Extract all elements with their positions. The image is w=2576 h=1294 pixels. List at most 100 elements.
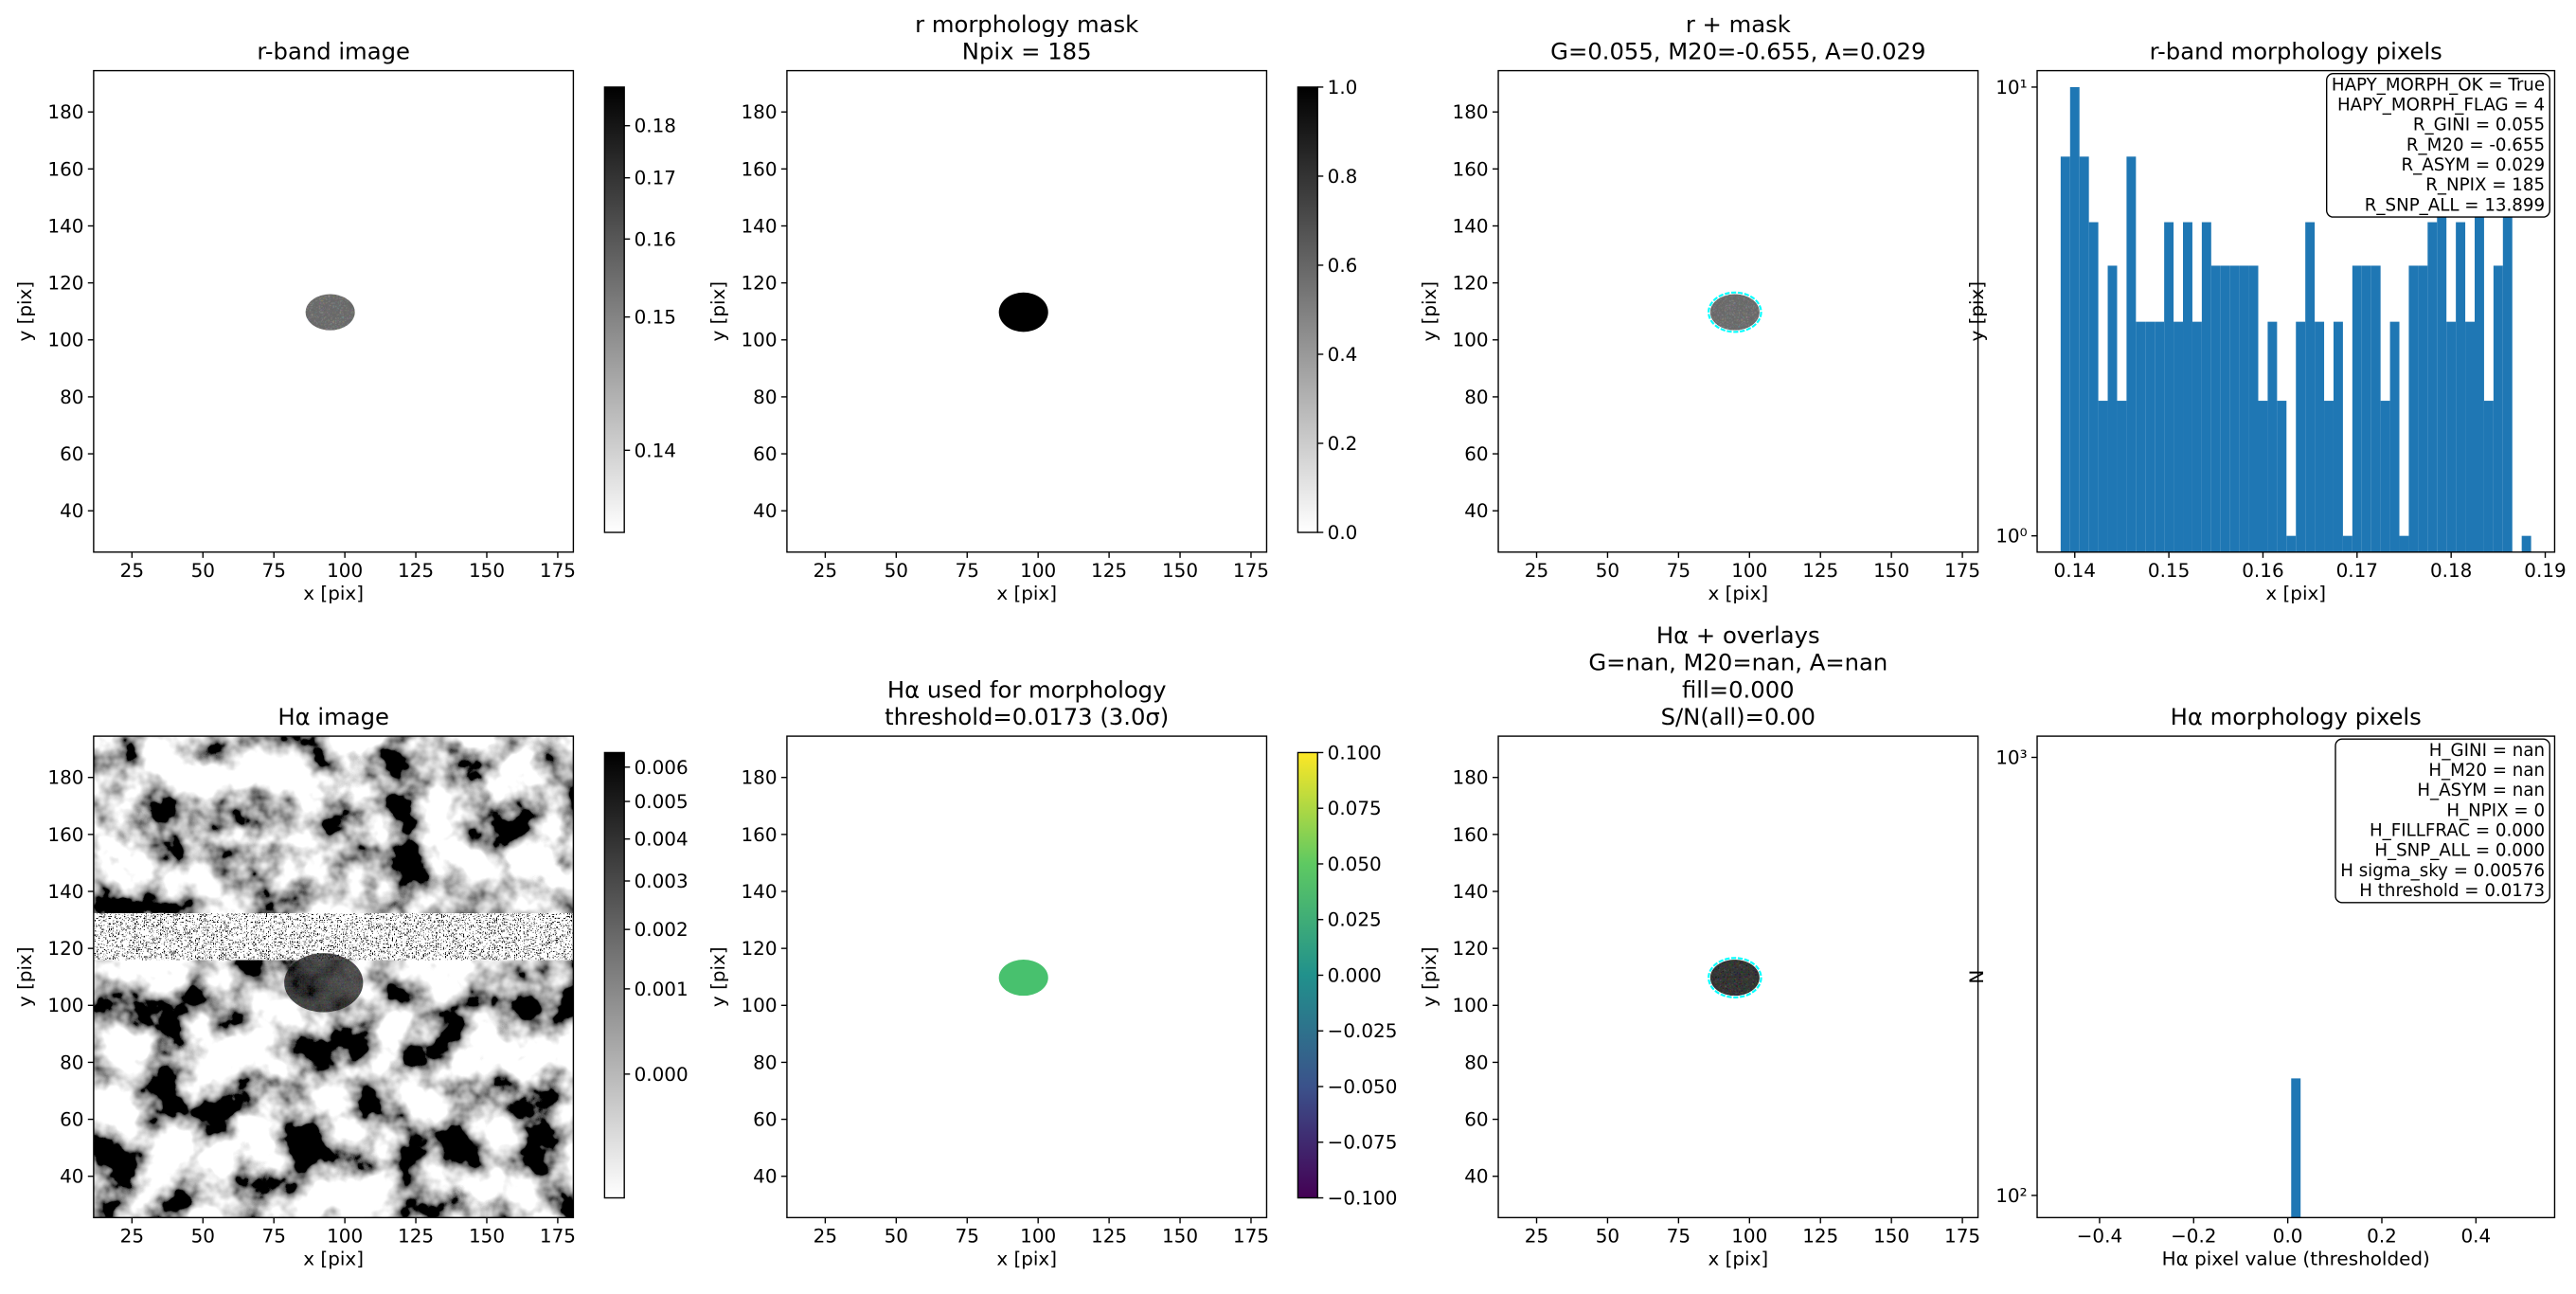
y-tick-label: 80 <box>1464 386 1488 408</box>
colorbar-tick-label: 0.0 <box>1328 521 1358 544</box>
panel: 25 50 75 100 125 150 175 40 60 80 100 120 140 160 180 x… <box>707 675 1397 1269</box>
bar <box>2361 265 2371 552</box>
x-tick-label: 50 <box>885 559 908 582</box>
colorbar-tick-label: 0.2 <box>1328 432 1358 455</box>
annotation-line: R_M20 = -0.655 <box>2406 135 2545 155</box>
title: fill=0.000 <box>1682 675 1795 703</box>
y-tick-label: 120 <box>741 937 777 960</box>
colorbar-tick-label: 0.15 <box>635 306 676 329</box>
bar <box>2399 535 2409 552</box>
title: r morphology mask <box>915 10 1138 38</box>
x-tick-label: 100 <box>1731 1224 1767 1247</box>
bar <box>2174 321 2184 552</box>
x-tick-label: 175 <box>1233 559 1269 582</box>
y-tick-label: 100 <box>47 329 83 351</box>
y-tick-label: 60 <box>60 1108 83 1131</box>
y-tick-label: 100 <box>741 329 777 351</box>
title: r-band morphology pixels <box>2150 37 2442 64</box>
title: Hα morphology pixels <box>2171 703 2422 730</box>
y-tick-label: 60 <box>60 442 83 465</box>
bar <box>2483 401 2494 552</box>
panel: 0.14 0.15 0.16 0.17 0.18 0.19 10⁰ 10¹ x [pix] y [… <box>1965 37 2567 604</box>
y-tick-label: 80 <box>1464 1051 1488 1073</box>
plot-area <box>1708 957 1762 998</box>
bar <box>2286 535 2297 552</box>
x-tick-label: 50 <box>885 1224 908 1247</box>
x-axis-label: x [pix] <box>996 582 1057 604</box>
x-tick-label: 0.0 <box>2273 1224 2303 1247</box>
annotation-box <box>2334 738 2550 904</box>
bar <box>2305 222 2316 552</box>
annotation-line: R_NPIX = 185 <box>2425 175 2545 195</box>
bar <box>2291 1078 2301 1218</box>
y-tick-label: 160 <box>47 157 83 180</box>
y-tick-label: 40 <box>1464 499 1488 522</box>
axes-frame <box>1497 69 1979 553</box>
x-tick-label: 100 <box>1020 1224 1056 1247</box>
x-tick-label: 50 <box>191 1224 215 1247</box>
y-axis-label: y [pix] <box>707 946 729 1007</box>
axes-frame <box>93 69 575 553</box>
x-tick-label: 75 <box>956 559 979 582</box>
x-tick-label: 25 <box>1525 1224 1548 1247</box>
colorbar <box>1297 751 1318 1199</box>
bar <box>2446 321 2457 552</box>
colorbar-tick-label: −0.050 <box>1328 1075 1398 1098</box>
bar <box>2098 401 2108 552</box>
y-tick-label: 180 <box>1453 100 1489 123</box>
y-tick-label: 140 <box>47 880 83 903</box>
colorbar-tick-label: 0.100 <box>1328 741 1382 764</box>
colorbar-tick-label: 0.004 <box>635 828 689 851</box>
title: Npix = 185 <box>962 37 1092 64</box>
x-axis-label: x [pix] <box>996 1248 1057 1270</box>
colorbar-tick-label: 0.18 <box>635 115 676 137</box>
x-tick-label: 125 <box>398 559 434 582</box>
x-tick-label: 125 <box>1802 559 1838 582</box>
x-tick-label: 25 <box>120 1224 144 1247</box>
mask-contour <box>1708 957 1762 998</box>
x-axis-label: x [pix] <box>2265 582 2326 604</box>
x-tick-label: 175 <box>1944 1224 1980 1247</box>
y-tick-label: 140 <box>47 214 83 237</box>
y-tick-label: 160 <box>1453 823 1489 846</box>
x-tick-label: 75 <box>262 559 286 582</box>
y-tick-label: 140 <box>741 880 777 903</box>
colorbar-tick-label: −0.025 <box>1328 1019 1398 1042</box>
x-tick-label: −0.2 <box>2171 1224 2216 1247</box>
colorbar-tick-label: −0.100 <box>1328 1186 1398 1209</box>
x-tick-label: 75 <box>262 1224 286 1247</box>
axes-frame <box>93 735 575 1219</box>
bar <box>2502 187 2513 552</box>
bar <box>2220 265 2230 552</box>
annotation-line: H_M20 = nan <box>2428 761 2545 781</box>
bar <box>2079 156 2089 552</box>
plot-area <box>1708 291 1762 333</box>
y-tick-label: 80 <box>753 1051 777 1073</box>
x-tick-label: 125 <box>1802 1224 1838 1247</box>
x-tick-label: 50 <box>1596 559 1619 582</box>
y-tick-label: 60 <box>753 442 777 465</box>
colorbar <box>603 86 625 533</box>
title: S/N(all)=0.00 <box>1661 703 1816 730</box>
title: Hα used for morphology <box>887 675 1167 703</box>
bar <box>2088 222 2099 552</box>
annotation-line: H threshold = 0.0173 <box>2359 881 2545 901</box>
x-tick-label: 150 <box>469 559 505 582</box>
y-tick-label: 180 <box>47 766 83 789</box>
x-tick-label: 150 <box>1162 559 1198 582</box>
axes-frame <box>2036 735 2556 1219</box>
x-tick-label: 100 <box>327 1224 363 1247</box>
y-axis-label: y [pix] <box>1418 946 1440 1007</box>
title: G=0.055, M20=-0.655, A=0.029 <box>1550 37 1925 64</box>
x-tick-label: 25 <box>814 1224 837 1247</box>
annotation-line: R_SNP_ALL = 13.899 <box>2365 195 2545 215</box>
y-tick-label: 160 <box>47 823 83 846</box>
colorbar-tick-label: 0.050 <box>1328 853 1382 875</box>
panel: 25 50 75 100 125 150 175 40 60 80 100 120 140 160 180 x… <box>13 37 676 604</box>
bar <box>2389 321 2400 552</box>
y-axis-label: y [pix] <box>1418 281 1440 342</box>
y-tick-label: 10² <box>1995 1184 2027 1207</box>
y-tick-label: 100 <box>741 994 777 1016</box>
x-tick-label: 175 <box>1944 559 1980 582</box>
